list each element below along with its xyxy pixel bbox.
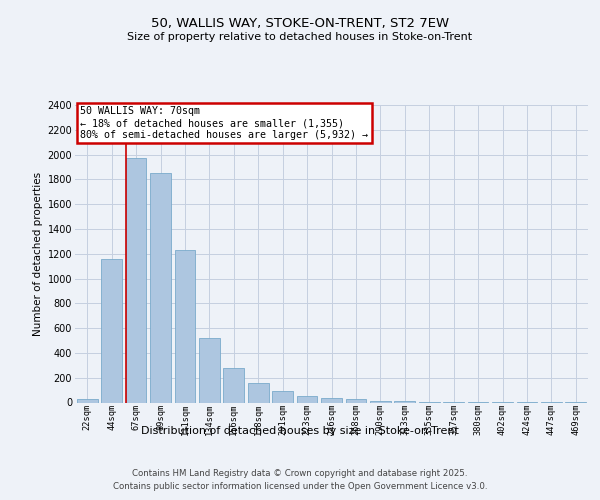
Bar bbox=[199, 338, 220, 402]
Text: Size of property relative to detached houses in Stoke-on-Trent: Size of property relative to detached ho… bbox=[127, 32, 473, 42]
Text: 50, WALLIS WAY, STOKE-ON-TRENT, ST2 7EW: 50, WALLIS WAY, STOKE-ON-TRENT, ST2 7EW bbox=[151, 18, 449, 30]
Text: Distribution of detached houses by size in Stoke-on-Trent: Distribution of detached houses by size … bbox=[141, 426, 459, 436]
Bar bbox=[101, 258, 122, 402]
Bar bbox=[223, 368, 244, 402]
Bar bbox=[175, 250, 196, 402]
Bar bbox=[296, 396, 317, 402]
Bar bbox=[125, 158, 146, 402]
Bar bbox=[77, 400, 98, 402]
Bar bbox=[346, 399, 367, 402]
Bar bbox=[272, 392, 293, 402]
Bar bbox=[321, 398, 342, 402]
Bar bbox=[370, 400, 391, 402]
Text: Contains public sector information licensed under the Open Government Licence v3: Contains public sector information licen… bbox=[113, 482, 487, 491]
Bar bbox=[248, 382, 269, 402]
Bar bbox=[150, 173, 171, 402]
Y-axis label: Number of detached properties: Number of detached properties bbox=[34, 172, 43, 336]
Text: Contains HM Land Registry data © Crown copyright and database right 2025.: Contains HM Land Registry data © Crown c… bbox=[132, 469, 468, 478]
Text: 50 WALLIS WAY: 70sqm
← 18% of detached houses are smaller (1,355)
80% of semi-de: 50 WALLIS WAY: 70sqm ← 18% of detached h… bbox=[80, 106, 368, 140]
